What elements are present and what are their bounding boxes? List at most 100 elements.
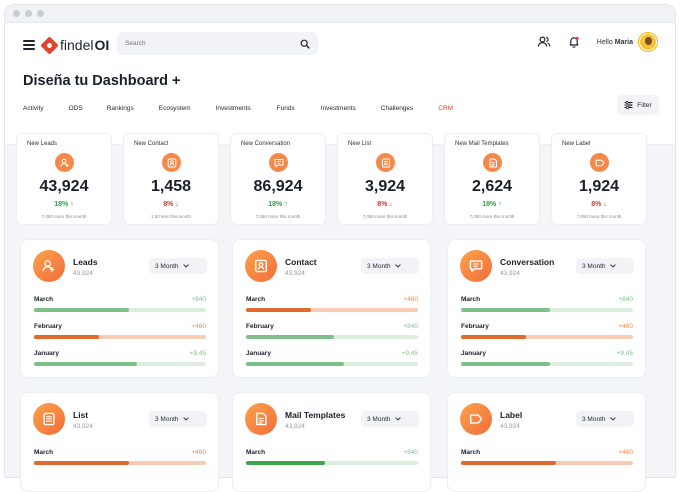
progress-fill [34,461,129,465]
progress-track [34,335,206,339]
progress-row-label: March [34,296,54,303]
period-select[interactable]: 3 Month [361,411,419,427]
progress-row: February +460 [461,323,633,343]
period-select[interactable]: 3 Month [576,411,634,427]
period-select[interactable]: 3 Month [576,258,634,274]
filter-button[interactable]: Filter [617,95,659,115]
window-dot-icon[interactable] [13,10,20,17]
progress-row-value: +840 [403,323,418,330]
window-dot-icon[interactable] [37,10,44,17]
stat-value: 1,924 [578,178,620,195]
top-bar: findel OI Hello Maria [5,23,675,67]
panel-count: 43,924 [73,423,93,430]
stat-change-value: 8% [591,201,602,208]
stat-change-value: 18% [54,201,69,208]
period-select-value: 3 Month [155,262,179,270]
search-icon[interactable] [300,39,310,49]
stat-card[interactable]: New Contact 1,458 8% ↓ 1,50 less this month [123,133,219,225]
progress-row-value: +460 [191,323,206,330]
progress-track [246,362,418,366]
filter-label: Filter [637,101,652,109]
stat-value: 1,458 [150,178,192,195]
mail-template-icon [245,403,277,435]
arrow-up-icon: ↑ [68,201,74,208]
conversation-icon [269,153,288,172]
progress-row-value: +9,45 [401,350,418,357]
progress-fill [461,308,551,312]
mail-template-icon [483,153,502,172]
stat-change: 8% ↓ [338,201,432,208]
tab-crm[interactable]: CRM [438,105,454,112]
progress-fill [34,335,100,339]
progress-row-label: March [461,449,481,456]
menu-icon[interactable] [23,39,35,51]
progress-track [246,335,418,339]
stat-subtext: 7,050 more this month [469,214,515,219]
progress-fill [246,335,334,339]
period-select[interactable]: 3 Month [149,411,207,427]
stat-card[interactable]: New Conversation 86,924 18% ↑ 7,050 more th… [230,133,326,225]
stat-label: New Conversation [241,141,291,147]
tab-ods[interactable]: ODS [68,105,83,112]
bell-icon[interactable] [567,35,581,49]
stat-label: New Label [562,141,591,147]
progress-row-value: +840 [191,296,206,303]
period-select-value: 3 Month [582,415,606,423]
chevron-down-icon [394,263,401,270]
tab-investments-2[interactable]: Investments [320,105,356,112]
progress-row: March +840 [246,449,418,469]
list-icon [33,403,65,435]
tab-ecosystem[interactable]: Ecosystem [158,105,191,112]
contact-icon [162,153,181,172]
progress-track [246,308,418,312]
stat-change-value: 8% [377,201,388,208]
panel-count: 43,924 [500,423,520,430]
panel-count: 43,924 [285,423,305,430]
period-select-value: 3 Month [155,415,179,423]
stat-card[interactable]: New Mail Templates 2,624 18% ↑ 7,050 more t… [444,133,540,225]
progress-row-label: January [246,350,271,357]
tab-activity[interactable]: Activity [23,105,44,112]
lead-icon [55,153,74,172]
list-icon [376,153,395,172]
logo[interactable]: findel OI [40,35,109,55]
period-select-value: 3 Month [582,262,606,270]
panel-count: 43,924 [285,270,305,277]
stat-card[interactable]: New Label 1,924 8% ↓ 7,050 more this month [551,133,647,225]
search-input[interactable] [125,40,300,47]
progress-track [34,362,206,366]
progress-row: January +9,45 [246,350,418,370]
progress-row-value: +460 [618,323,633,330]
tab-investments[interactable]: Investments [215,105,251,112]
chevron-down-icon [394,416,401,423]
stat-subtext: 7,050 more this month [41,214,87,219]
progress-row-value: +840 [403,449,418,456]
tab-funds[interactable]: Funds [276,105,295,112]
stat-card[interactable]: New List 3,924 8% ↓ 7,050 more this month [337,133,433,225]
greeting: Hello Maria [596,38,633,46]
stat-change: 18% ↑ [445,201,539,208]
progress-row: March +460 [246,296,418,316]
tab-challenges[interactable]: Challenges [380,105,414,112]
progress-row-label: March [246,449,266,456]
stat-card[interactable]: New Leads 43,924 18% ↑ 7,050 more this mont… [16,133,112,225]
label-icon [460,403,492,435]
period-select[interactable]: 3 Month [361,258,419,274]
stat-cards: New Leads 43,924 18% ↑ 7,050 more this mont… [16,133,647,225]
stat-change: 8% ↓ [552,201,646,208]
period-select[interactable]: 3 Month [149,258,207,274]
users-icon[interactable] [537,35,551,49]
avatar[interactable] [639,33,657,51]
search-box[interactable] [117,32,318,55]
window-chrome [5,5,675,23]
panel-title: Label [500,410,523,420]
window-dot-icon[interactable] [25,10,32,17]
chevron-down-icon [182,263,189,270]
tab-rankings[interactable]: Rankings [106,105,134,112]
lead-icon [33,250,65,282]
stat-subtext: 7,050 more this month [576,214,622,219]
stat-change: 18% ↑ [17,201,111,208]
panel-count: 43,924 [500,270,520,277]
